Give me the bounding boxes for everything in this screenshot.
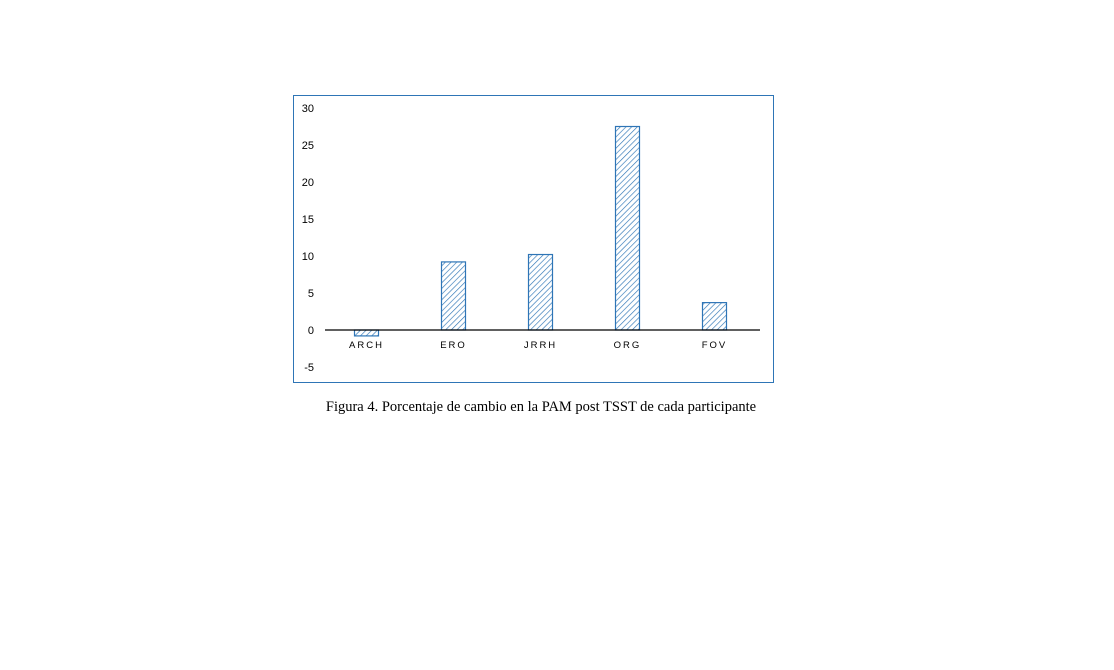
figure-caption: Figura 4. Porcentaje de cambio en la PAM… — [325, 399, 757, 415]
x-tick-label: ORG — [614, 340, 642, 351]
bar-jrrh — [527, 253, 554, 331]
x-tick-label: JRRH — [524, 340, 557, 351]
y-tick-label: 10 — [302, 251, 314, 263]
bar-org — [614, 125, 641, 331]
bar-fov — [701, 302, 728, 331]
y-tick-label: 0 — [308, 325, 314, 337]
y-tick-label: 30 — [302, 103, 314, 115]
y-tick-label: -5 — [304, 362, 314, 374]
x-tick-label: ERO — [440, 340, 467, 351]
x-tick-label: ARCH — [349, 340, 384, 351]
y-tick-label: 15 — [302, 214, 314, 226]
y-tick-label: 25 — [302, 140, 314, 152]
bar-ero — [440, 261, 467, 331]
bar-arch — [353, 329, 380, 337]
y-tick-label: 20 — [302, 177, 314, 189]
bar-chart: 30 25 20 15 10 5 0 -5 ARCH ERO JRRH ORG FOV — [302, 103, 760, 374]
y-tick-label: 5 — [308, 288, 314, 300]
x-tick-label: FOV — [702, 340, 728, 351]
chart-frame — [293, 95, 774, 383]
